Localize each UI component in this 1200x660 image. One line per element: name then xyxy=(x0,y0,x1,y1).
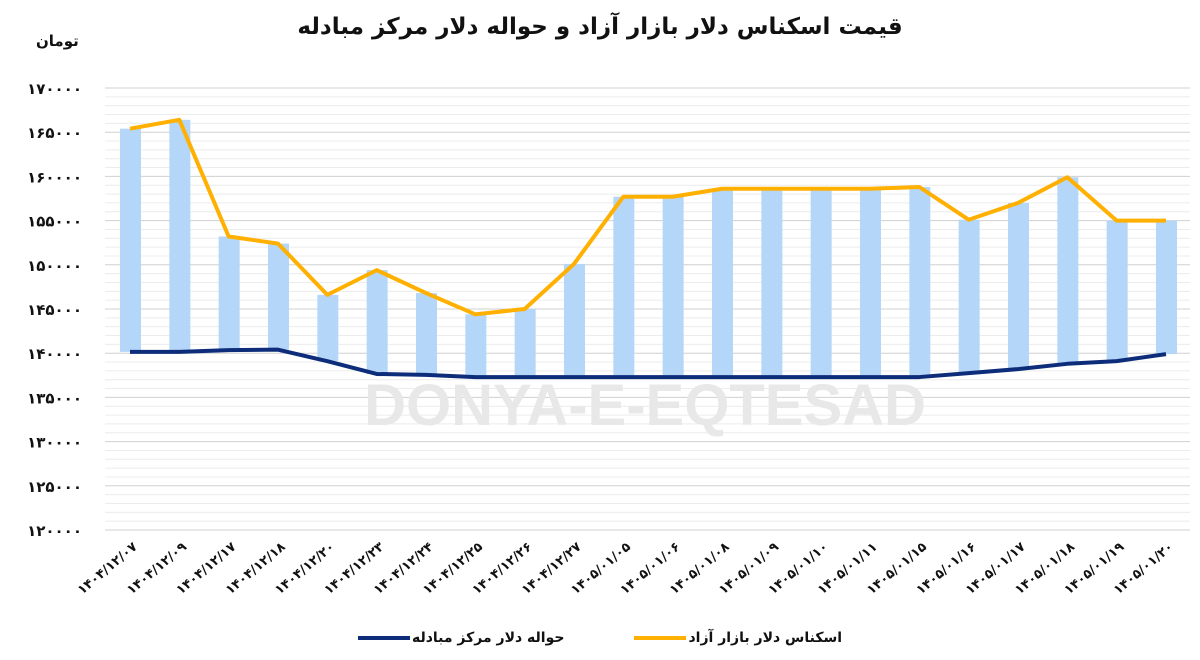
free-market-line xyxy=(129,117,1166,317)
y-tick-label: ۱۶۵۰۰۰ xyxy=(27,124,82,142)
legend-swatch-exchange-center xyxy=(357,636,410,640)
up-down-bar xyxy=(1156,220,1177,355)
y-axis-unit-label: تومان xyxy=(36,32,79,50)
up-down-bar xyxy=(465,314,487,378)
up-down-bar xyxy=(514,309,536,378)
y-axis-ticks: ۱۷۰۰۰۰ ۱۶۵۰۰۰ ۱۶۰۰۰۰ ۱۵۵۰۰۰ ۱۵۰۰۰۰ ۱۴۵۰۰۰ ۱۴۰۰… xyxy=(27,80,82,540)
y-tick-label: ۱۷۰۰۰۰ xyxy=(27,80,82,98)
up-down-bar xyxy=(169,119,191,352)
up-down-bar xyxy=(613,196,635,378)
series-lines xyxy=(129,117,1167,380)
up-down-bar xyxy=(860,188,881,378)
up-down-bar xyxy=(120,128,141,352)
up-down-bar xyxy=(416,293,437,375)
legend-label-free-market: اسکناس دلار بازار آزاد xyxy=(688,630,843,646)
up-down-bar xyxy=(218,236,240,351)
up-down-bar xyxy=(662,196,684,378)
watermark: DONYA-E-EQTESAD xyxy=(364,373,926,438)
y-tick-label: ۱۴۵۰۰۰ xyxy=(27,301,82,319)
x-axis-ticks: ۱۴۰۴/۱۲/۰۷۱۴۰۴/۱۲/۰۹۱۴۰۴/۱۲/۱۷۱۴۰۴/۱۲/۱۸… xyxy=(75,540,1177,598)
up-down-bar xyxy=(268,243,289,350)
y-tick-label: ۱۵۵۰۰۰ xyxy=(27,213,82,231)
up-down-bars xyxy=(120,119,1177,378)
chart-title: قیمت اسکناس دلار بازار آزاد و حواله دلار… xyxy=(297,14,903,40)
up-down-bar xyxy=(958,219,980,374)
y-tick-label: ۱۲۰۰۰۰ xyxy=(27,522,82,540)
up-down-bar xyxy=(1008,202,1029,370)
legend-swatch-free-market xyxy=(634,636,687,640)
legend-item-free-market: اسکناس دلار بازار آزاد xyxy=(634,630,842,646)
watermark-text: DONYA-E-EQTESAD xyxy=(364,373,926,438)
up-down-bar xyxy=(1106,220,1128,362)
up-down-bar xyxy=(712,188,733,378)
up-down-bar xyxy=(810,188,832,378)
y-tick-label: ۱۲۵۰۰۰ xyxy=(27,478,82,496)
legend-item-exchange-center: حواله دلار مرکز مبادله xyxy=(357,630,565,646)
legend: اسکناس دلار بازار آزاد حواله دلار مرکز م… xyxy=(0,630,1200,646)
y-tick-label: ۱۳۵۰۰۰ xyxy=(27,389,82,407)
up-down-bar xyxy=(564,263,585,378)
y-tick-label: ۱۴۰۰۰۰ xyxy=(27,345,82,363)
up-down-bar xyxy=(909,187,931,378)
y-tick-label: ۱۶۰۰۰۰ xyxy=(27,168,82,186)
exchange-center-line xyxy=(130,347,1167,380)
up-down-bar xyxy=(1057,177,1079,364)
up-down-bar xyxy=(317,294,339,362)
y-tick-label: ۱۳۰۰۰۰ xyxy=(27,434,82,452)
legend-label-exchange-center: حواله دلار مرکز مبادله xyxy=(411,630,565,646)
y-tick-label: ۱۵۰۰۰۰ xyxy=(27,257,82,275)
up-down-bar xyxy=(366,270,388,374)
up-down-bar xyxy=(761,188,783,378)
